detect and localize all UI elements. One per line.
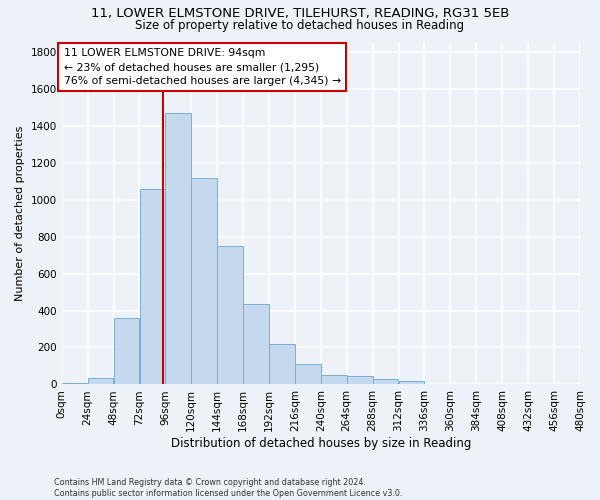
Text: Size of property relative to detached houses in Reading: Size of property relative to detached ho…	[136, 18, 464, 32]
Bar	[191, 178, 217, 384]
Bar	[166, 112, 191, 384]
Bar	[399, 381, 424, 384]
Text: Contains HM Land Registry data © Crown copyright and database right 2024.
Contai: Contains HM Land Registry data © Crown c…	[54, 478, 403, 498]
Bar	[140, 188, 165, 384]
Bar	[295, 364, 320, 384]
Bar	[269, 344, 295, 385]
Y-axis label: Number of detached properties: Number of detached properties	[15, 126, 25, 301]
Bar	[88, 378, 113, 384]
Bar	[373, 379, 398, 384]
Bar	[243, 304, 269, 384]
X-axis label: Distribution of detached houses by size in Reading: Distribution of detached houses by size …	[170, 437, 471, 450]
Bar	[62, 382, 88, 384]
Text: 11, LOWER ELMSTONE DRIVE, TILEHURST, READING, RG31 5EB: 11, LOWER ELMSTONE DRIVE, TILEHURST, REA…	[91, 8, 509, 20]
Text: 11 LOWER ELMSTONE DRIVE: 94sqm
← 23% of detached houses are smaller (1,295)
76% : 11 LOWER ELMSTONE DRIVE: 94sqm ← 23% of …	[64, 48, 341, 86]
Bar	[217, 246, 243, 384]
Bar	[113, 318, 139, 384]
Bar	[347, 376, 373, 384]
Bar	[321, 375, 347, 384]
